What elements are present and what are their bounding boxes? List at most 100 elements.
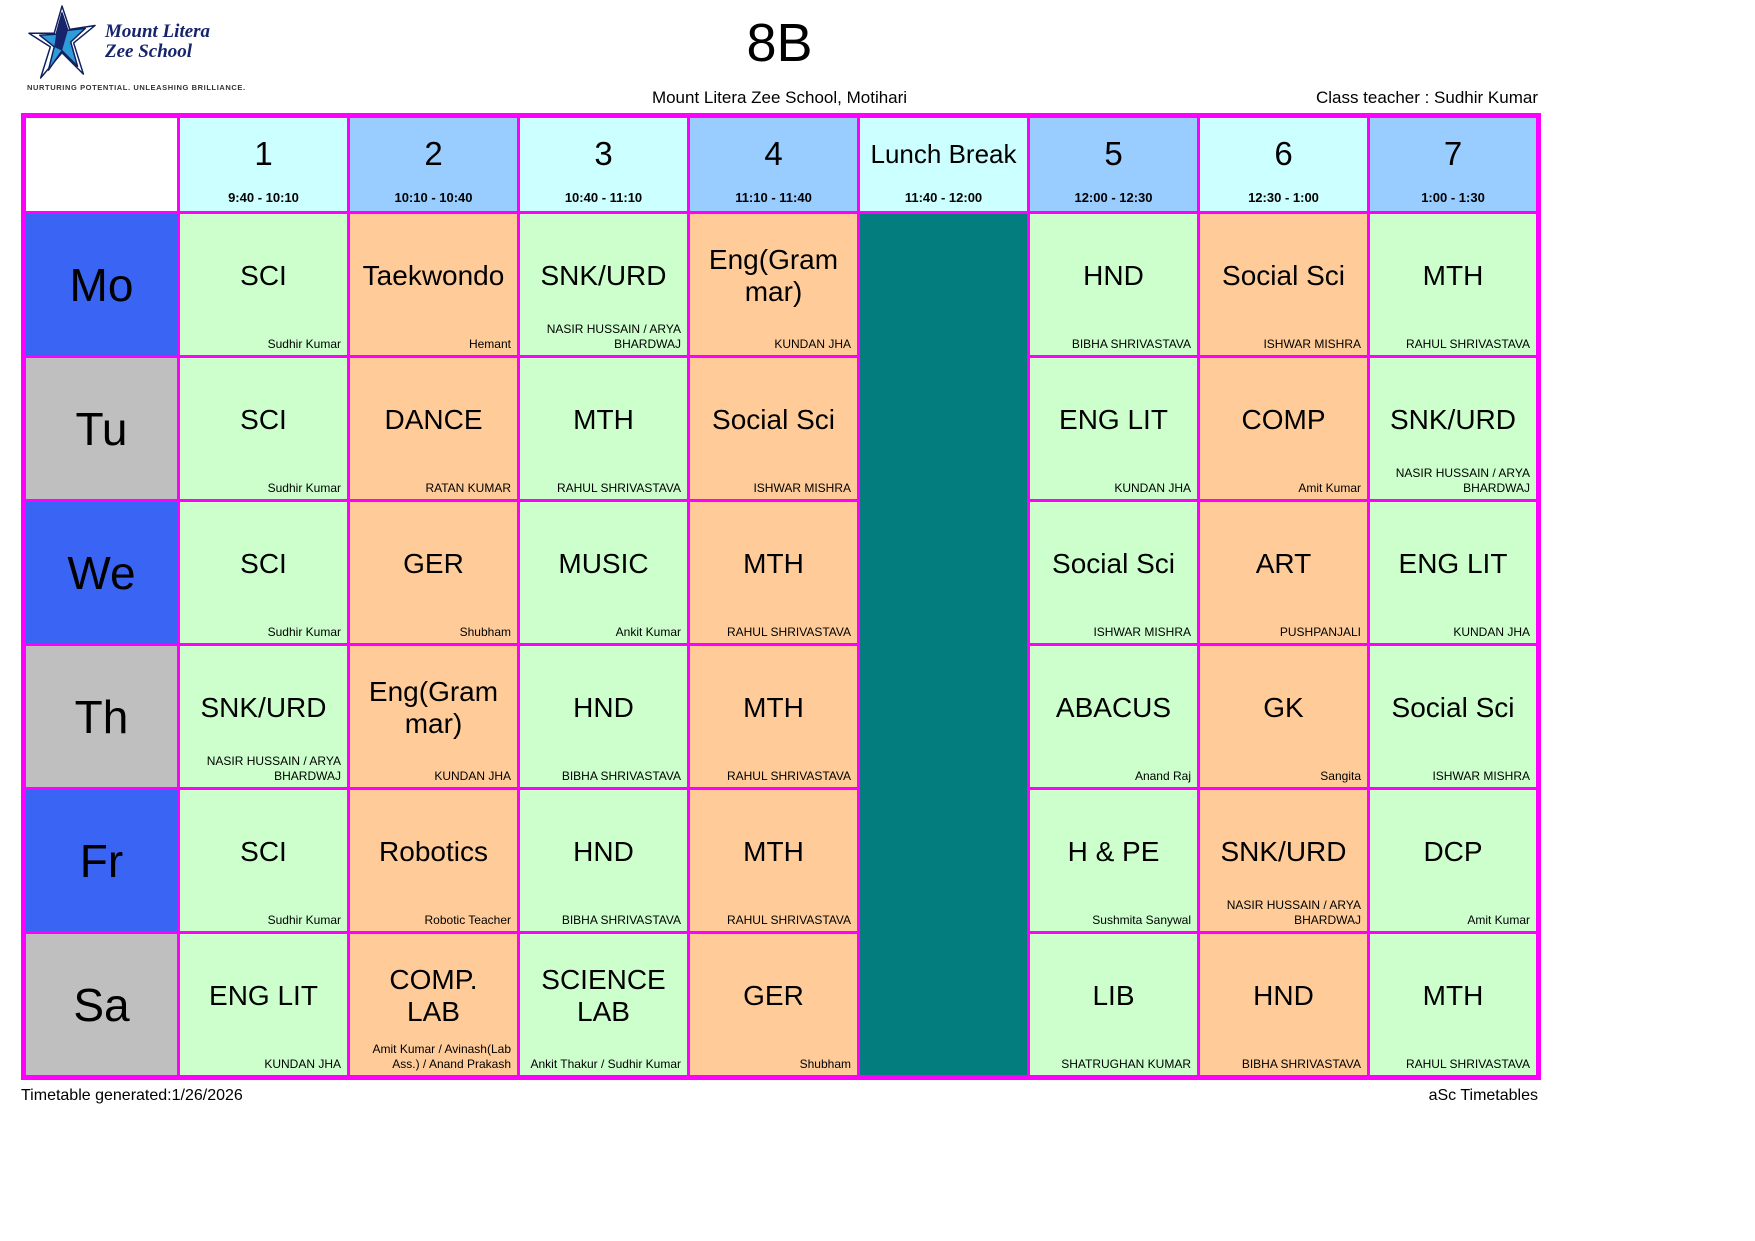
period-label: 6 (1274, 135, 1293, 172)
timetable-cell: SCI Sudhir Kumar (177, 211, 350, 358)
timetable-cell: DANCE RATAN KUMAR (347, 355, 520, 502)
subject-label: COMP. LAB (389, 964, 478, 1027)
subject-label: HND (573, 835, 634, 867)
teacher-label: Amit Kumar (1467, 913, 1530, 927)
teacher-label: ISHWAR MISHRA (1432, 769, 1530, 783)
subject-label: Eng(Grammar) (368, 676, 499, 739)
period-time: 12:30 - 1:00 (1248, 190, 1319, 205)
period-time: 11:40 - 12:00 (904, 190, 983, 205)
timetable-cell: HND BIBHA SHRIVASTAVA (517, 643, 690, 790)
subject-label: MTH (573, 403, 634, 435)
asc-timetables-credit: aSc Timetables (1428, 1087, 1538, 1104)
subject-label: SNK/URD (540, 259, 667, 291)
period-7-header: 7 1:00 - 1:30 (1367, 114, 1540, 214)
day-label-we: We (22, 499, 180, 646)
subject-label: Social Sci (1391, 691, 1515, 723)
timetable-cell: GER Shubham (687, 931, 860, 1079)
period-label: 2 (424, 135, 443, 172)
teacher-label: Shubham (459, 625, 511, 639)
teacher-label: RAHUL SHRIVASTAVA (1405, 1057, 1530, 1071)
timetable-cell: DCP Amit Kumar (1367, 787, 1540, 934)
teacher-label: Sangita (1320, 769, 1361, 783)
timetable-cell: MUSIC Ankit Kumar (517, 499, 690, 646)
timetable-cell: HND BIBHA SHRIVASTAVA (1027, 211, 1200, 358)
period-label: 1 (254, 135, 273, 172)
teacher-label: Sudhir Kumar (267, 625, 341, 639)
subject-label: MUSIC (558, 547, 649, 579)
school-name: Mount Litera Zee School, Motihari (651, 88, 908, 107)
teacher-label: Ankit Thakur / Sudhir Kumar (530, 1057, 681, 1071)
period-time: 10:10 - 10:40 (394, 190, 473, 205)
timetable-cell: GK Sangita (1197, 643, 1370, 790)
timetable-cell: Eng(Grammar) KUNDAN JHA (347, 643, 520, 790)
timetable-cell: H & PE Sushmita Sanywal (1027, 787, 1200, 934)
timetable-cell: GER Shubham (347, 499, 520, 646)
subject-label: ART (1255, 547, 1312, 579)
teacher-label: Sushmita Sanywal (1092, 913, 1191, 927)
timetable-cell: HND BIBHA SHRIVASTAVA (517, 787, 690, 934)
logo-wordmark: Mount Litera Zee School (105, 22, 210, 62)
logo-star-icon (28, 5, 96, 79)
subject-label: Social Sci (1052, 547, 1175, 579)
logo-line1: Mount Litera (105, 21, 211, 43)
teacher-label: RAHUL SHRIVASTAVA (726, 625, 851, 639)
subject-label: Social Sci (712, 403, 835, 435)
timetable-cell: HND BIBHA SHRIVASTAVA (1197, 931, 1370, 1079)
subject-label: MTH (743, 691, 804, 723)
timetable-cell: SNK/URD NASIR HUSSAIN / ARYA BHARDWAJ (1367, 355, 1540, 502)
timetable-cell: Taekwondo Hemant (347, 211, 520, 358)
timetable-cell: SCI Sudhir Kumar (177, 355, 350, 502)
subject-label: SCI (240, 403, 287, 435)
subject-label: ENG LIT (1398, 547, 1508, 579)
timetable-cell: ENG LIT KUNDAN JHA (177, 931, 350, 1079)
timetable-cell: SCI Sudhir Kumar (177, 787, 350, 934)
timetable-grid: 1 9:40 - 10:10 2 10:10 - 10:40 3 10:40 - 11:1… (21, 113, 1541, 1080)
corner-cell (22, 114, 180, 214)
page-footer: Timetable generated:1/26/2026 aSc Timeta… (21, 1087, 1538, 1105)
teacher-label: RAHUL SHRIVASTAVA (1405, 337, 1530, 351)
subject-label: Social Sci (1222, 259, 1345, 291)
teacher-label: Sudhir Kumar (267, 337, 341, 351)
timetable-cell: COMP Amit Kumar (1197, 355, 1370, 502)
subject-label: MTH (743, 547, 804, 579)
timetable-cell: SNK/URD NASIR HUSSAIN / ARYA BHARDWAJ (517, 211, 690, 358)
timetable-cell: ENG LIT KUNDAN JHA (1367, 499, 1540, 646)
teacher-label: KUNDAN JHA (1114, 481, 1191, 495)
timetable-cell: ENG LIT KUNDAN JHA (1027, 355, 1200, 502)
subject-label: SCI (240, 547, 287, 579)
class-teacher-label: Class teacher : Sudhir Kumar (1315, 88, 1538, 107)
school-logo: Mount Litera Zee School NURTURING POTENT… (27, 4, 245, 92)
teacher-label: RAHUL SHRIVASTAVA (556, 481, 681, 495)
teacher-label: BIBHA SHRIVASTAVA (561, 769, 681, 783)
teacher-label: Hemant (468, 337, 511, 351)
lunch-break-column (857, 211, 1030, 1079)
teacher-label: NASIR HUSSAIN / ARYA BHARDWAJ (1226, 898, 1361, 927)
timetable-cell: MTH RAHUL SHRIVASTAVA (687, 643, 860, 790)
timetable-cell: MTH RAHUL SHRIVASTAVA (517, 355, 690, 502)
teacher-label: KUNDAN JHA (1453, 625, 1530, 639)
day-label-fr: Fr (22, 787, 180, 934)
subject-label: DANCE (384, 403, 483, 435)
day-row-sa: Sa ENG LIT KUNDAN JHA COMP. LAB Amit Kumar /… (22, 931, 1540, 1079)
period-label: 3 (594, 135, 613, 172)
teacher-label: ISHWAR MISHRA (1093, 625, 1191, 639)
teacher-label: Robotic Teacher (424, 913, 512, 927)
period-time: 12:00 - 12:30 (1074, 190, 1153, 205)
subject-label: GK (1263, 691, 1304, 723)
period-3-header: 3 10:40 - 11:10 (517, 114, 690, 214)
teacher-label: RATAN KUMAR (425, 481, 511, 495)
period-label: 4 (764, 135, 783, 172)
subject-label: SNK/URD (1389, 403, 1516, 435)
period-label: 7 (1443, 135, 1463, 172)
timetable-cell: SNK/URD NASIR HUSSAIN / ARYA BHARDWAJ (177, 643, 350, 790)
day-label-th: Th (22, 643, 180, 790)
day-label-mo: Mo (22, 211, 180, 358)
timetable-cell: SNK/URD NASIR HUSSAIN / ARYA BHARDWAJ (1197, 787, 1370, 934)
subject-label: H & PE (1067, 835, 1160, 867)
teacher-label: BIBHA SHRIVASTAVA (1241, 1057, 1361, 1071)
page-header: Mount Litera Zee School NURTURING POTENT… (21, 0, 1538, 113)
period-1-header: 1 9:40 - 10:10 (177, 114, 350, 214)
timetable-cell: ABACUS Anand Raj (1027, 643, 1200, 790)
teacher-label: SHATRUGHAN KUMAR (1061, 1057, 1191, 1071)
period-label: 5 (1104, 135, 1123, 172)
